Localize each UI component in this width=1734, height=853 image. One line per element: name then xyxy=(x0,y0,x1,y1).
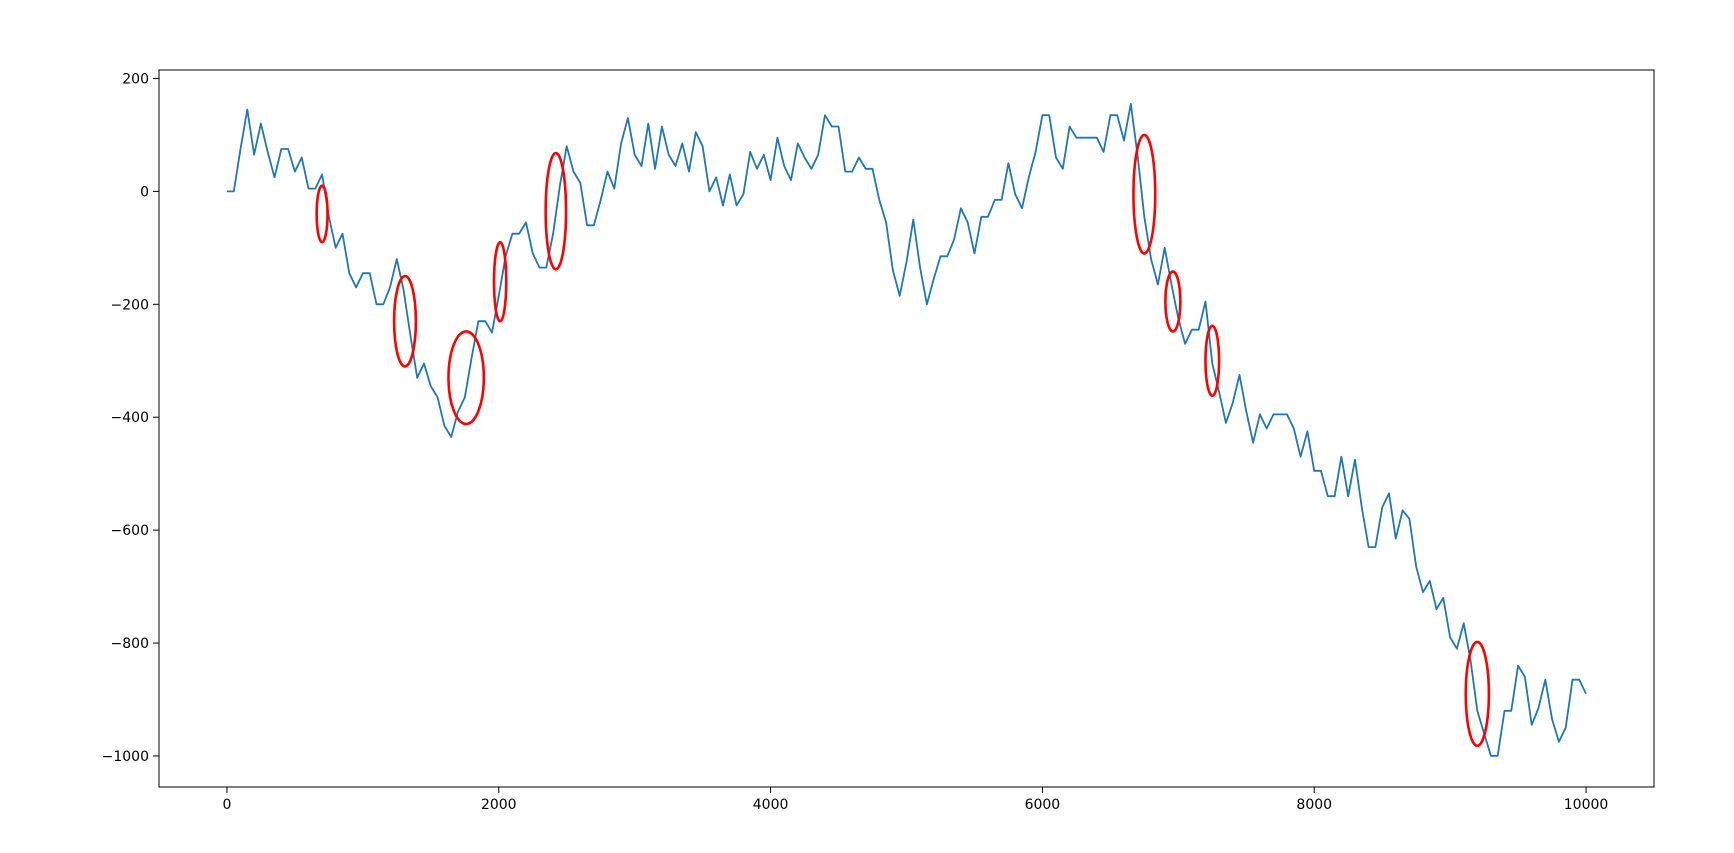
plot-area xyxy=(158,69,1655,788)
x-tick-label: 10000 xyxy=(1564,797,1609,813)
x-tick-label: 6000 xyxy=(1025,797,1061,813)
highlight-ellipse xyxy=(447,330,486,426)
y-tick-label: −400 xyxy=(111,410,149,426)
x-axis: 0 2000 4000 6000 8000 10000 xyxy=(222,787,1608,813)
y-axis: 200 0 −200 −400 −600 −800 −1000 xyxy=(102,71,159,765)
x-tick-label: 8000 xyxy=(1296,797,1332,813)
highlight-ellipse xyxy=(492,240,508,323)
highlight-ellipse xyxy=(315,184,329,244)
highlight-ellipse xyxy=(1164,270,1182,333)
highlight-ellipse xyxy=(1132,133,1157,255)
highlight-annotations xyxy=(315,133,1491,748)
x-tick-label: 0 xyxy=(222,797,231,813)
y-tick-label: −800 xyxy=(111,636,149,652)
highlight-ellipse xyxy=(544,151,568,271)
y-tick-label: −200 xyxy=(111,297,149,313)
y-tick-label: 0 xyxy=(140,184,149,200)
x-tick-label: 2000 xyxy=(481,797,517,813)
x-tick-label: 4000 xyxy=(753,797,789,813)
y-tick-label: −600 xyxy=(111,523,149,539)
highlight-ellipse xyxy=(392,274,418,368)
y-tick-label: 200 xyxy=(122,71,149,87)
highlight-ellipse xyxy=(1204,324,1221,398)
highlight-ellipse xyxy=(1464,640,1491,748)
data-series-line xyxy=(227,103,1587,757)
y-tick-label: −1000 xyxy=(102,749,149,765)
